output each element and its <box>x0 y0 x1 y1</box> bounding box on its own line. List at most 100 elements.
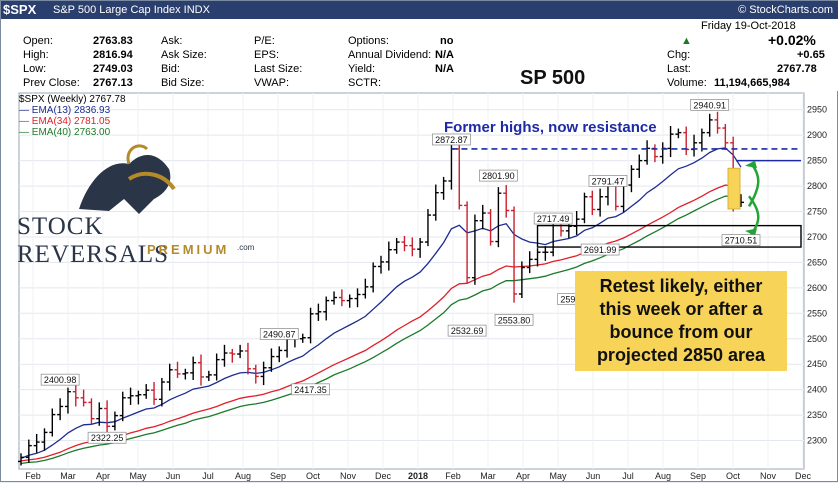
chg-value: +0.65 <box>797 49 825 61</box>
price-label-text: 2691.99 <box>584 245 617 255</box>
price-bar <box>338 289 345 307</box>
price-bar <box>714 111 721 134</box>
price-label: 2553.80 <box>494 314 534 326</box>
price-label: 2322.25 <box>87 431 127 444</box>
price-label-box <box>259 328 299 340</box>
price-label: 2417.35 <box>291 383 330 396</box>
price-bar <box>307 307 314 344</box>
price-bar <box>315 303 322 321</box>
last-value: 2767.78 <box>777 63 817 75</box>
y-tick-label: 2500 <box>807 334 827 344</box>
x-tick-label: Oct <box>726 471 741 481</box>
price-bar <box>581 192 588 224</box>
big-title: SP 500 <box>520 67 586 89</box>
price-bar <box>526 251 533 274</box>
price-label: 2532.69 <box>447 324 487 337</box>
vwap-label: VWAP: <box>254 77 290 89</box>
price-bar <box>221 344 228 367</box>
legend-ema40-text: EMA(40) 2763.00 <box>31 127 111 138</box>
support-zone-box <box>536 224 802 248</box>
y-tick-label: 2950 <box>807 105 827 115</box>
current-bar-highlight <box>727 167 741 210</box>
price-label: 2801.90 <box>479 169 518 182</box>
bid-size-label: Bid Size: <box>161 77 205 89</box>
legend-ema13: — EMA(13) 2836.93 <box>19 105 111 116</box>
bid-label: Bid: <box>161 63 180 75</box>
price-bar <box>589 190 596 216</box>
price-label-box <box>40 373 80 386</box>
bull-logo-icon <box>79 144 176 214</box>
y-tick-label: 2450 <box>807 359 827 369</box>
price-bar <box>96 402 103 426</box>
price-bar <box>432 184 439 221</box>
change-percent: +0.02% <box>768 32 816 48</box>
legend-price: $SPX (Weekly) 2767.78 <box>19 94 126 105</box>
x-tick-label: Jun <box>166 471 181 481</box>
price-bar <box>182 368 189 380</box>
logo-text: STOCK REVERSALS <box>17 213 170 268</box>
stock-reversals-logo: STOCK REVERSALS PREMIUM .com <box>17 139 257 279</box>
price-label-box <box>580 243 620 256</box>
legend: $SPX (Weekly) 2767.78 — EMA(13) 2836.93 … <box>1 94 126 138</box>
price-bar <box>706 113 713 137</box>
x-tick-label: Nov <box>340 471 357 481</box>
low-value: 2749.03 <box>93 63 133 75</box>
up-arrow-icon: ▲ <box>681 35 692 47</box>
price-bar <box>205 370 212 382</box>
price-label-box <box>533 212 573 225</box>
options-value: no <box>440 35 454 47</box>
price-label-text: 2532.69 <box>451 326 484 336</box>
price-bar <box>440 176 447 200</box>
price-bar <box>471 214 478 285</box>
y-tick-label: 2900 <box>807 130 827 140</box>
price-bar <box>667 126 674 158</box>
price-bar <box>370 262 377 293</box>
y-tick-label: 2700 <box>807 232 827 242</box>
chg-label: Chg: <box>667 49 691 61</box>
price-bar <box>636 154 643 178</box>
legend-ema34: — EMA(34) 2781.05 <box>19 116 111 127</box>
price-label-box <box>721 234 761 246</box>
sctr-label: SCTR: <box>348 77 381 89</box>
price-bar <box>628 165 635 193</box>
dividend-label: Annual Dividend: <box>348 49 432 61</box>
title-bar: $SPX S&P 500 Large Cap Index INDX © Stoc… <box>1 1 838 19</box>
price-bar <box>424 208 431 247</box>
price-label-text: 2417.35 <box>294 385 327 395</box>
yield-label: Yield: <box>348 63 376 75</box>
price-label-box <box>494 314 534 326</box>
price-bar <box>417 237 424 258</box>
y-tick-label: 2300 <box>807 436 827 446</box>
symbol: $SPX <box>3 2 37 17</box>
price-label-box <box>291 383 330 396</box>
prev-close-value: 2767.13 <box>93 77 133 89</box>
price-label-box <box>479 169 518 182</box>
price-bar <box>111 411 118 431</box>
quote-panel: Friday 19-Oct-2018 Open: 2763.83 High: 2… <box>1 19 838 91</box>
price-label: 2400.98 <box>40 373 80 386</box>
price-bar <box>487 208 494 246</box>
logo-premium: PREMIUM <box>147 242 230 257</box>
price-bar <box>385 241 392 271</box>
price-label: 2791.47 <box>588 175 628 187</box>
quote-date: Friday 19-Oct-2018 <box>701 20 796 32</box>
legend-ema13-text: EMA(13) 2836.93 <box>31 105 111 116</box>
volume-value: 11,194,665,984 <box>714 77 790 89</box>
x-tick-label: Jul <box>622 471 634 481</box>
price-label-text: 2872.87 <box>435 135 468 145</box>
price-bar <box>237 344 244 359</box>
y-tick-label: 2750 <box>807 207 827 217</box>
price-bar <box>252 364 259 384</box>
y-tick-label: 2800 <box>807 181 827 191</box>
price-bar <box>151 382 158 405</box>
price-bar <box>119 391 126 422</box>
last-label: Last: <box>667 63 691 75</box>
price-bar <box>511 206 518 303</box>
price-bar <box>378 255 384 274</box>
price-bar <box>25 439 32 463</box>
price-bar <box>597 188 604 217</box>
price-bar <box>393 237 400 254</box>
price-bar <box>213 353 220 381</box>
price-bar <box>57 398 64 421</box>
